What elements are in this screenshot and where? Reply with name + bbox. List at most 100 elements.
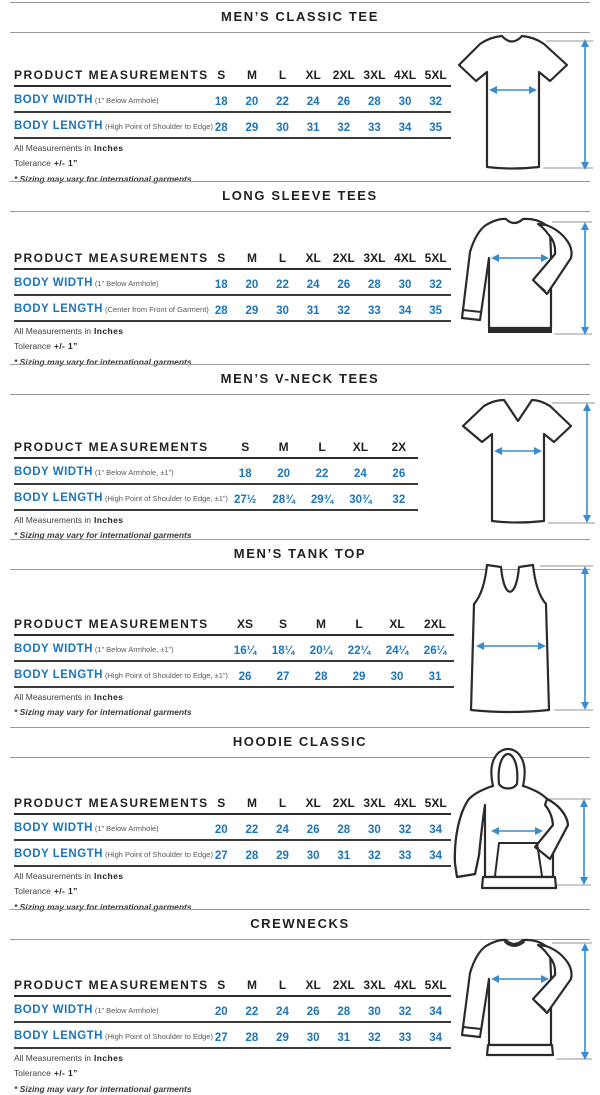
- table-cell: 2XL: [423, 617, 446, 631]
- table-cell: 2XL: [332, 978, 355, 992]
- section-title: MEN’S V-NECK TEES: [220, 371, 380, 386]
- table-cell: 29: [276, 850, 289, 862]
- table-cell: 34: [429, 824, 443, 836]
- table-cell: XL: [389, 617, 405, 631]
- table-cell: 32: [368, 850, 381, 862]
- table-cell: 30: [398, 279, 412, 291]
- footnote-sizing: * Sizing may vary for international garm…: [14, 1083, 192, 1094]
- table-cell: 34: [398, 122, 412, 134]
- section-hoodie-classic: HOODIE CLASSIC PRODUCT MEASUREMENTS S M L X…: [0, 727, 600, 912]
- table-cell: 18: [214, 96, 228, 108]
- row-note: (1” Below Armhole): [94, 96, 159, 105]
- section-title-band: CREWNECKS: [10, 909, 590, 940]
- table-cell: 3XL: [363, 68, 386, 82]
- table-cell: 3XL: [363, 796, 386, 810]
- body-width-row: BODY WIDTH (1” Below Armhole) 20 22 24 26 28 3…: [14, 815, 451, 841]
- table-cell: 20: [214, 1006, 228, 1018]
- body-width-row: BODY WIDTH (1” Below Armhole) 20 22 24 26 28 3…: [14, 997, 451, 1023]
- row-label: BODY WIDTH: [14, 466, 93, 478]
- table-cell: 34: [429, 850, 443, 862]
- measurements-table: PRODUCT MEASUREMENTS S M L XL 2XL 3XL 4XL 5XL B…: [14, 58, 451, 185]
- classic-tee-illustration: [450, 28, 595, 183]
- row-note: (1” Below Armhole): [94, 824, 159, 833]
- footnote-measurements: All Measurements in Inches: [14, 871, 124, 881]
- table-cell: 16¼: [233, 645, 257, 657]
- table-cell: 20: [277, 468, 290, 480]
- table-cell: L: [278, 68, 287, 82]
- footnote-measurements: All Measurements in Inches: [14, 692, 124, 702]
- table-cell: 27: [276, 671, 290, 683]
- body-width-row: BODY WIDTH (1” Below Armhole) 18 20 22 24 26 2…: [14, 87, 451, 113]
- footnote-sizing: * Sizing may vary for international garm…: [14, 173, 192, 184]
- table-cell: L: [278, 796, 287, 810]
- table-cell: 5XL: [424, 68, 447, 82]
- row-label: BODY LENGTH: [14, 669, 103, 681]
- table-cell: 28: [368, 279, 381, 291]
- table-cell: 30: [398, 96, 412, 108]
- table-cell: M: [246, 251, 257, 265]
- footnote-tolerance: Tolerance +/- 1”: [14, 158, 78, 169]
- table-cell: 34: [429, 1006, 443, 1018]
- table-cell: 32: [398, 1006, 412, 1018]
- row-note: (1” Below Armhole, ±1”): [94, 645, 174, 654]
- table-cell: 3XL: [363, 978, 386, 992]
- footnote-measurements: All Measurements in Inches: [14, 515, 124, 525]
- section-title: HOODIE CLASSIC: [232, 734, 368, 749]
- table-cell: 35: [429, 305, 443, 317]
- row-label: BODY WIDTH: [14, 94, 93, 106]
- table-cell: 30¾: [349, 494, 372, 506]
- crewneck-illustration: [448, 933, 598, 1075]
- table-cell: 27½: [234, 494, 257, 506]
- table-cell: 26: [337, 279, 351, 291]
- table-cell: 31: [306, 122, 320, 134]
- table-cell: 30: [276, 122, 289, 134]
- table-header-row: PRODUCT MEASUREMENTS S M L XL 2XL 3XL 4XL 5XL: [14, 58, 451, 87]
- body-length-row: BODY LENGTH (High Point of Shoulder to Ed…: [14, 662, 454, 688]
- measurements-table: PRODUCT MEASUREMENTS S M L XL 2X BODY WIDTH(…: [14, 430, 418, 542]
- table-cell: XL: [305, 251, 321, 265]
- table-cell: 2XL: [332, 796, 355, 810]
- size-header-cells: S M L XL 2XL 3XL 4XL 5XL: [206, 796, 451, 810]
- section-title: CREWNECKS: [250, 916, 350, 931]
- table-cell: 24¼: [385, 645, 409, 657]
- body-width-row: BODY WIDTH (1” Below Armhole, ±1”) 16¼ 18¼…: [14, 636, 454, 662]
- size-header-cells: S M L XL 2X: [226, 440, 418, 454]
- table-cell: 32: [368, 1032, 381, 1044]
- row-value-cells: 16¼ 18¼ 20¼ 22¼ 24¼ 26¼: [226, 645, 454, 657]
- table-cell: S: [217, 978, 226, 992]
- row-label: BODY LENGTH: [14, 303, 103, 315]
- body-length-row: BODY LENGTH (High Point of Shoulder to Ed…: [14, 1023, 451, 1049]
- table-header-label: PRODUCT MEASUREMENTS: [14, 68, 209, 82]
- measurements-table: PRODUCT MEASUREMENTS XS S M L XL 2XL BODY WID…: [14, 607, 454, 719]
- footnote-measurements: All Measurements in Inches: [14, 1053, 124, 1063]
- table-header-label: PRODUCT MEASUREMENTS: [14, 796, 209, 810]
- table-header-row: PRODUCT MEASUREMENTS S M L XL 2X: [14, 430, 418, 459]
- row-note: (1” Below Armhole): [94, 279, 159, 288]
- row-label: BODY WIDTH: [14, 1004, 93, 1016]
- body-length-row: BODY LENGTH (High Point of Shoulder to Ed…: [14, 841, 451, 867]
- row-value-cells: 20 22 24 26 28 30 32 34: [206, 1006, 451, 1018]
- table-cell: 22¼: [347, 645, 371, 657]
- table-cell: 5XL: [424, 978, 447, 992]
- table-cell: 4XL: [394, 978, 417, 992]
- table-cell: 2XL: [332, 68, 355, 82]
- table-cell: 2XL: [332, 251, 355, 265]
- v-neck-tee-illustration: [452, 391, 597, 536]
- row-value-cells: 18 20 22 24 26 28 30 32: [206, 279, 451, 291]
- measurements-table: PRODUCT MEASUREMENTS S M L XL 2XL 3XL 4XL 5XL B…: [14, 786, 451, 913]
- body-width-row: BODY WIDTH (1” Below Armhole, ±1”) 18 20 22…: [14, 459, 418, 485]
- row-note: (High Point of Shoulder to Edge, ±1”): [105, 671, 228, 680]
- table-cell: 29: [352, 671, 366, 683]
- section-mens-tank-top: MEN’S TANK TOP PRODUCT MEASUREMENTS XS S M…: [0, 539, 600, 727]
- body-width-row: BODY WIDTH (1” Below Armhole) 18 20 22 24 26 2…: [14, 270, 451, 296]
- table-cell: XL: [305, 68, 321, 82]
- row-note: (High Point of Shoulder to Edge): [105, 1032, 213, 1041]
- table-header-label: PRODUCT MEASUREMENTS: [14, 978, 209, 992]
- row-label: BODY WIDTH: [14, 643, 93, 655]
- table-cell: S: [241, 440, 250, 454]
- table-cell: 26¼: [423, 645, 447, 657]
- table-cell: 35: [429, 122, 443, 134]
- table-cell: 32: [337, 305, 351, 317]
- table-cell: 28: [314, 671, 328, 683]
- table-cell: 34: [398, 305, 412, 317]
